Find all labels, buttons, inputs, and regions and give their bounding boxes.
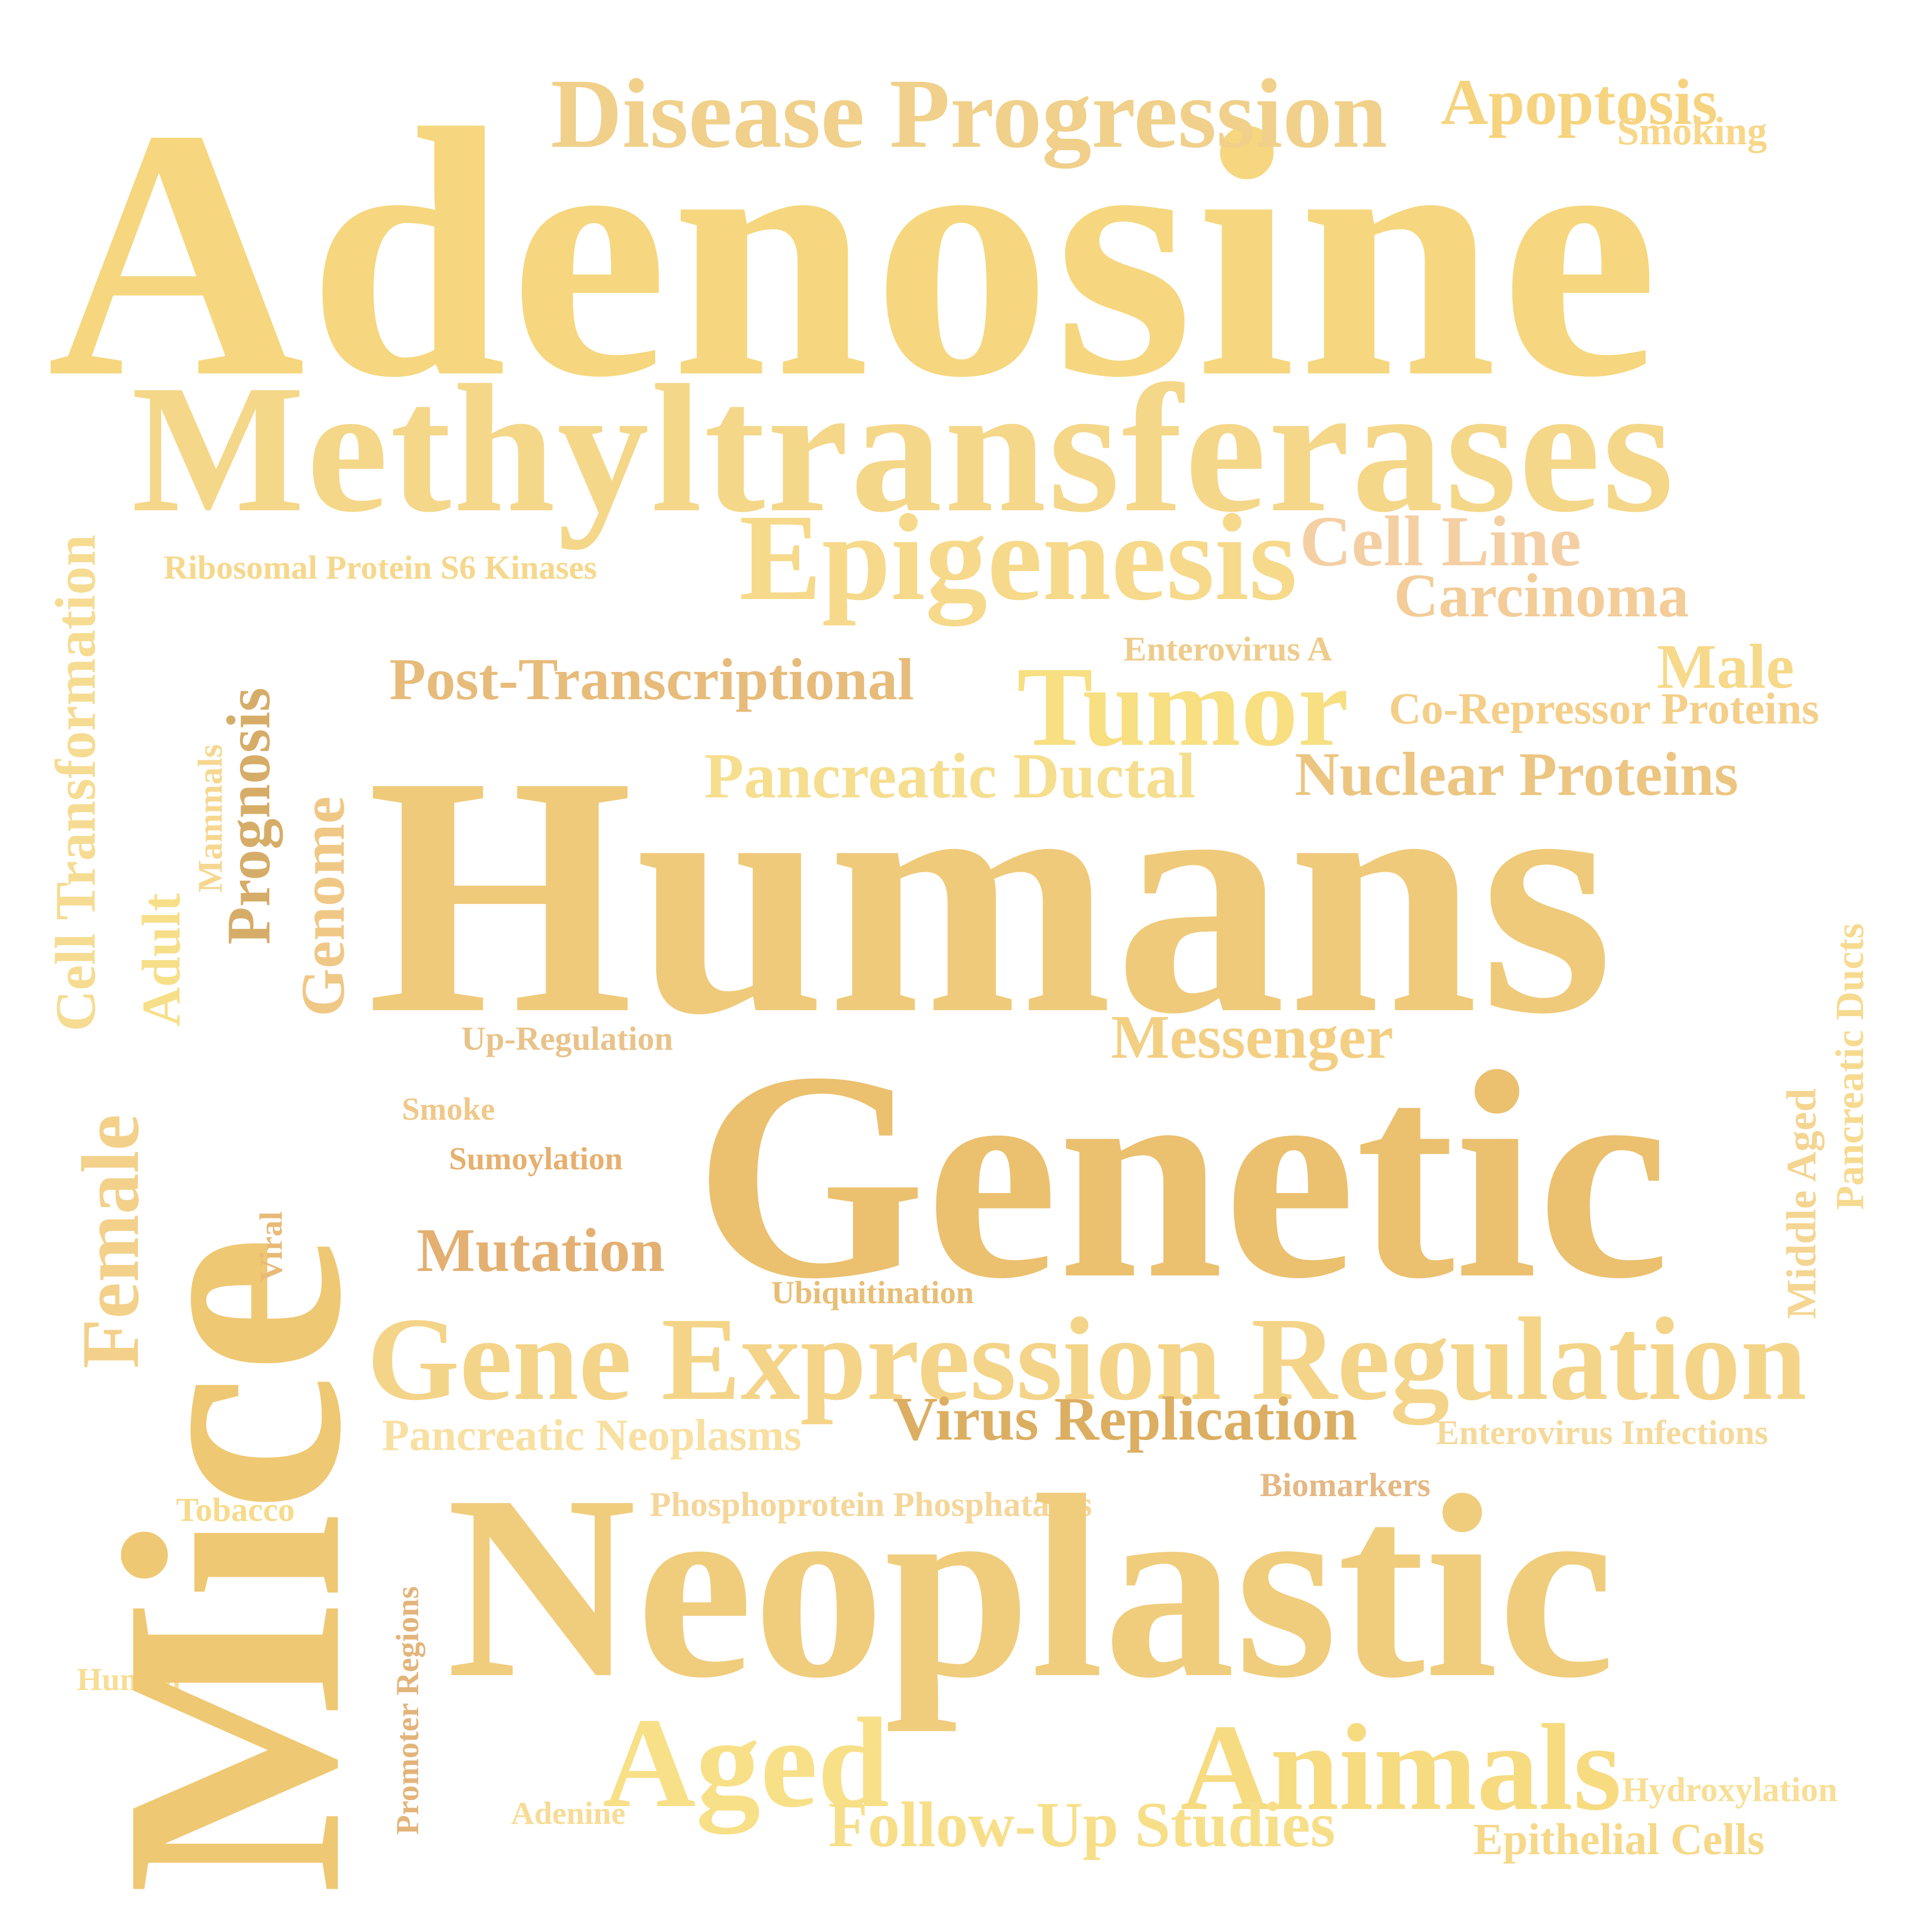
- word-apoptosis: Apoptosis: [1441, 65, 1718, 138]
- word-neoplastic: Neoplastic: [446, 1441, 1615, 1732]
- word-phosphoprotein-phosphatases: Phosphoprotein Phosphatases: [650, 1486, 1092, 1524]
- word-cell-transformation: Cell Transformation: [44, 535, 107, 1031]
- word-methyltransferases: Methyltransferases: [131, 347, 1676, 550]
- word-adenine: Adenine: [511, 1796, 626, 1831]
- word-pancreatic-neoplasms: Pancreatic Neoplasms: [382, 1411, 802, 1460]
- word-genetic: Genetic: [694, 1010, 1670, 1340]
- word-follow-up-studies: Follow-Up Studies: [828, 1789, 1336, 1861]
- word-epithelial-cells: Epithelial Cells: [1473, 1815, 1765, 1864]
- word-nuclear-proteins: Nuclear Proteins: [1295, 740, 1739, 809]
- word-prognosis: Prognosis: [215, 687, 283, 945]
- word-viral: Viral: [253, 1211, 289, 1282]
- word-post-transcriptional: Post-Transcriptional: [389, 646, 914, 712]
- word-tobacco: Tobacco: [176, 1491, 295, 1528]
- word-disease-progression: Disease Progression: [551, 59, 1387, 169]
- word-messenger: Messenger: [1111, 1003, 1394, 1072]
- word-promoter-regions: Promoter Regions: [390, 1586, 426, 1835]
- word-middle-aged: Middle Aged: [1778, 1088, 1825, 1319]
- word-up-regulation: Up-Regulation: [461, 1020, 673, 1057]
- word-cell-line: Cell Line: [1300, 502, 1581, 581]
- word-pancreatic-ductal: Pancreatic Ductal: [704, 740, 1196, 812]
- word-mutation: Mutation: [417, 1216, 665, 1285]
- word-biomarkers: Biomarkers: [1260, 1466, 1431, 1504]
- word-tumor: Tumor: [1017, 643, 1349, 770]
- word-adult: Adult: [131, 893, 191, 1026]
- word-female: Female: [65, 1114, 156, 1369]
- word-epigenesis: Epigenesis: [739, 489, 1298, 626]
- word-virus-replication: Virus Replication: [893, 1385, 1358, 1453]
- word-enterovirus-infections: Enterovirus Infections: [1436, 1414, 1768, 1452]
- word-male: Male: [1657, 631, 1795, 702]
- word-smoke: Smoke: [402, 1091, 495, 1127]
- word-ribosomal-protein-s6-kinases: Ribosomal Protein S6 Kinases: [164, 548, 597, 586]
- word-carcinoma: Carcinoma: [1394, 562, 1689, 630]
- word-hydroxylation: Hydroxylation: [1622, 1771, 1838, 1809]
- word-smoking: Smoking: [1617, 110, 1767, 153]
- word-enterovirus-a: Enterovirus A: [1123, 630, 1332, 668]
- word-co-repressor-proteins: Co-Repressor Proteins: [1389, 684, 1819, 733]
- word-gene-expression-regulation: Gene Expression Regulation: [367, 1293, 1807, 1425]
- word-humans: Humans: [367, 706, 1616, 1085]
- word-sumoylation: Sumoylation: [449, 1141, 623, 1177]
- word-human: Human: [77, 1662, 181, 1697]
- word-aged: Aged: [603, 1691, 889, 1834]
- word-pancreatic-ducts: Pancreatic Ducts: [1828, 923, 1872, 1210]
- word-genome: Genome: [289, 796, 358, 1017]
- word-ubiquitination: Ubiquitination: [771, 1275, 974, 1311]
- word-adenosine: Adenosine: [47, 55, 1662, 451]
- word-animals: Animals: [1181, 1699, 1622, 1836]
